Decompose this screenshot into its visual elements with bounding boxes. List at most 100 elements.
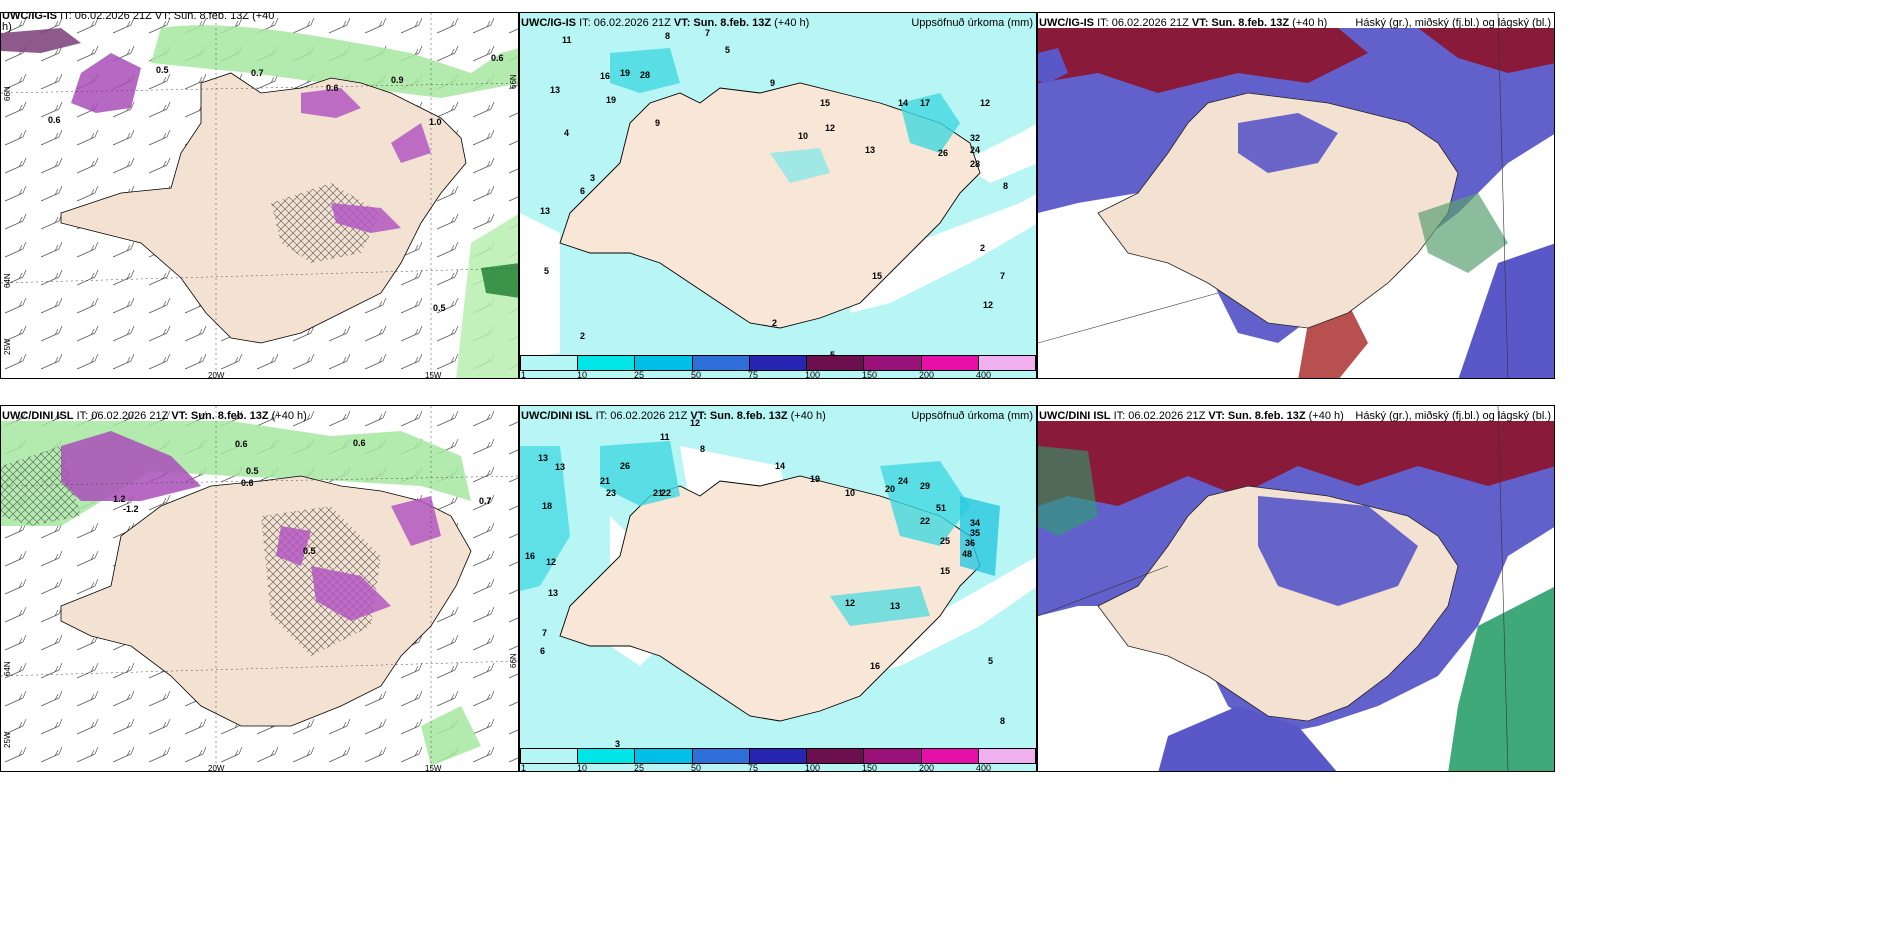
header-times: IT: 06.02.2026 21Z: [1097, 17, 1189, 29]
value-label: 48: [962, 549, 973, 559]
value-label: 12: [825, 123, 836, 133]
colorbar-swatch: [692, 356, 750, 370]
value-label: 8: [665, 31, 671, 41]
colorbar-label: 150: [862, 370, 878, 379]
lon-label: 15W: [425, 371, 442, 379]
map-panel-dini-isl-clouds: UWC/DINI ISL IT: 06.02.2026 21Z VT: Sun.…: [1037, 405, 1555, 772]
value-label: 14: [898, 98, 909, 108]
colorbar-label: 75: [748, 370, 759, 379]
value-label: 19: [810, 474, 821, 484]
lead-time: (+40 h): [790, 410, 826, 422]
value-label: 16: [600, 71, 611, 81]
value-label: 22: [920, 516, 931, 526]
colorbar-label: 25: [634, 763, 645, 772]
colorbar-label: 50: [691, 763, 702, 772]
field-title: Uppsöfnuð úrkoma (mm): [911, 17, 1033, 29]
lat-label-right: 66N: [509, 653, 518, 668]
colorbar-label: 75: [748, 763, 759, 772]
valid-time: VT: Sun. 8.feb. 13Z: [1191, 17, 1290, 29]
colorbar-swatch: [692, 749, 750, 763]
value-label: 8: [700, 444, 706, 454]
colorbar-label: 10: [577, 370, 588, 379]
value-label: 23: [606, 488, 617, 498]
value-label: 15: [820, 98, 831, 108]
value-label: 6: [540, 646, 546, 656]
iceland-land: [60, 72, 467, 344]
map-graphic: [1038, 13, 1554, 378]
value-label: 20: [885, 484, 896, 494]
colorbar-label: 400: [976, 370, 992, 379]
colorbar-label: 10: [577, 763, 588, 772]
value-label: 13: [555, 462, 566, 472]
valid-time: VT: Sun. 8.feb. 13Z: [171, 410, 269, 422]
lon-label: 15W: [425, 764, 442, 772]
lat-label: 64N: [3, 273, 12, 288]
lat-label: 25W: [3, 731, 12, 748]
value-label: 16: [870, 661, 881, 671]
value-label: 13: [890, 601, 901, 611]
colorbar-swatch: [521, 749, 579, 763]
map-panel-ig-is-clouds: UWC/IG-IS IT: 06.02.2026 21Z VT: Sun. 8.…: [1037, 12, 1555, 379]
value-label: -1.2: [123, 504, 139, 514]
panel-header: UWC/IG-IS IT: 06.02.2026 21Z VT: Sun. 8.…: [1039, 17, 1327, 30]
field-title: Uppsöfnuð úrkoma (mm): [911, 410, 1033, 422]
value-label: 11: [660, 432, 670, 442]
value-label: 0.5: [303, 546, 316, 556]
value-label: 8: [1000, 716, 1006, 726]
field-title: Háský (gr.), miðský (fj.bl.) og lágský (…: [1355, 17, 1551, 29]
colorbar-swatch: [978, 749, 1035, 763]
colorbar-swatch: [578, 356, 636, 370]
lon-label: 20W: [208, 764, 225, 772]
value-label: 0.6: [235, 439, 248, 449]
lat-label: 66N: [3, 86, 12, 101]
value-label: 5: [988, 656, 994, 666]
value-label: 2: [772, 318, 778, 328]
value-label: 19: [606, 95, 617, 105]
value-label: 29: [920, 481, 931, 491]
map-panel-ig-is-accumulated-precip: 11 8 7 5 13 16 19 28 19 12 9 15 10 13 14…: [519, 12, 1037, 379]
model-name: UWC/DINI ISL: [2, 410, 74, 422]
valid-time: VT: Sun. 8.feb. 13Z: [690, 410, 788, 422]
value-label: 13: [865, 145, 876, 155]
value-label: 15: [940, 566, 951, 576]
panel-header: UWC/IG-IS IT: 06.02.2026 21Z VT: Sun. 8.…: [521, 17, 809, 30]
model-name: UWC/IG-IS: [2, 12, 57, 22]
value-label: 1.0: [429, 117, 442, 127]
value-label: 7: [1000, 271, 1006, 281]
model-name: UWC/DINI ISL: [521, 410, 593, 422]
value-label: 22: [661, 488, 672, 498]
lat-label-right: 66N: [509, 74, 518, 89]
value-label: 8: [1003, 181, 1009, 191]
colorbar-label: 200: [919, 370, 935, 379]
map-graphic: [1, 13, 518, 378]
value-label: 7: [705, 28, 711, 38]
value-label: 28: [970, 159, 981, 169]
colorbar-swatch: [921, 356, 979, 370]
colorbar-swatch: [921, 749, 979, 763]
colorbar-label: 25: [634, 370, 645, 379]
value-label: 0.9: [391, 75, 404, 85]
value-label: 15: [872, 271, 883, 281]
lat-label: 64N: [3, 661, 12, 676]
panel-header: UWC/DINI ISL IT: 06.02.2026 21Z VT: Sun.…: [1039, 410, 1344, 423]
colorbar-swatch: [807, 749, 865, 763]
value-label: 13: [550, 85, 561, 95]
iceland-land: [559, 82, 981, 329]
value-label: 28: [640, 70, 651, 80]
value-label: 26: [620, 461, 631, 471]
value-label: 0.7: [479, 496, 492, 506]
colorbar-label: 1: [521, 370, 527, 379]
value-label: 10: [845, 488, 856, 498]
value-label: 5: [544, 266, 550, 276]
lead-time: (+40 h): [774, 17, 810, 29]
map-panel-ig-is-precip-type: 0.6 0.7 0.5 0.9 0.6 0.5 1.0 0.6 UWC/IG-I…: [0, 12, 519, 379]
panel-header: UWC/DINI ISL IT: 06.02.2026 21Z VT: Sun.…: [521, 410, 826, 423]
model-name: UWC/DINI ISL: [1039, 410, 1111, 422]
colorbar-swatch: [864, 749, 922, 763]
value-label: 24: [970, 145, 981, 155]
iceland-land: [1097, 92, 1459, 329]
value-label: 16: [525, 551, 536, 561]
value-label: 0.6: [491, 53, 504, 63]
map-panel-dini-isl-precip-type: 0.6 0.6 -1.2 1.2 0.5 0.7 0.5 0.6 UWC/DIN…: [0, 405, 519, 772]
value-label: 3: [590, 173, 596, 183]
